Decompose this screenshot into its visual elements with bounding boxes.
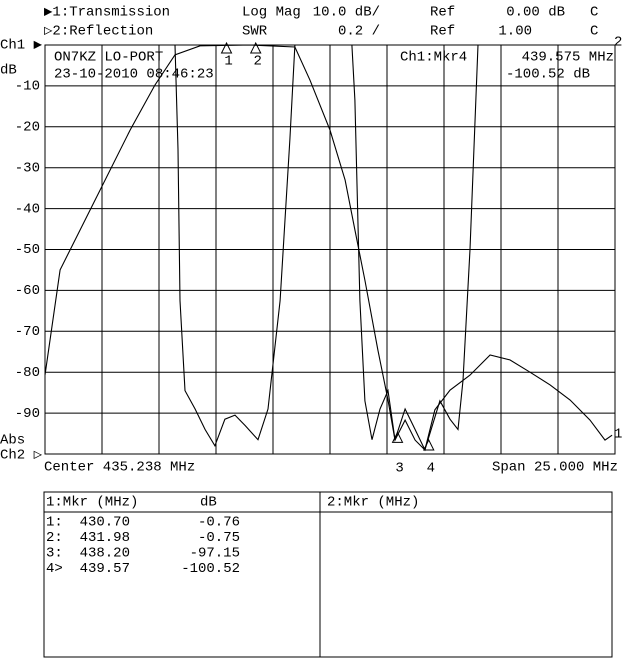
ch2-flag: C — [590, 24, 598, 40]
trace1-end: 1 — [614, 427, 622, 443]
center-freq: Center 435.238 MHz — [44, 460, 195, 476]
marker-triangle — [220, 41, 233, 54]
marker-triangle — [391, 431, 404, 443]
marker-label: 3 — [395, 461, 403, 477]
ch1-label: ▶1:Transmission — [44, 5, 170, 21]
y-tick-label: -80 — [15, 365, 40, 381]
table-cell: 438.20 — [80, 546, 130, 562]
marker-freq: 439.575 MHz — [522, 50, 614, 66]
trace2-end: 2 — [614, 35, 622, 51]
marker-triangle — [249, 41, 262, 54]
span: Span 25.000 MHz — [492, 460, 618, 476]
marker-table-frame — [43, 491, 613, 658]
table-cell: 431.98 — [80, 530, 130, 546]
table-cell: -0.75 — [198, 530, 240, 546]
ch1-ref-marker: Ch1 ▶ — [0, 38, 43, 54]
abs-label: Abs — [0, 433, 25, 449]
marker-label: 2 — [254, 54, 262, 70]
table-cell: 1: — [46, 515, 63, 531]
ch2-scale: 0.2 / — [338, 24, 380, 40]
y-tick-label: -60 — [15, 283, 40, 299]
ch1-ref: 0.00 dB — [506, 5, 565, 21]
table-cell: 3: — [46, 546, 63, 562]
table-cell: -97.15 — [190, 546, 240, 562]
trace — [174, 44, 615, 452]
ch2-label: ▷2:Reflection — [44, 24, 153, 40]
ch2-ref: 1.00 — [498, 24, 532, 40]
y-tick-label: -10 — [15, 79, 40, 95]
ch1-format: Log Mag — [242, 5, 301, 21]
y-tick-label: -30 — [15, 160, 40, 176]
table-cell: 2: — [46, 530, 63, 546]
ch2-ref-marker: Ch2 ▷ — [0, 448, 43, 464]
y-tick-label: -40 — [15, 201, 40, 217]
y-tick-label: -90 — [15, 406, 40, 422]
table-cell: -100.52 — [181, 561, 240, 577]
table-cell: -0.76 — [198, 515, 240, 531]
marker-label: 4 — [427, 461, 435, 477]
table-header: 1:Mkr (MHz) — [46, 495, 138, 511]
ch1-ref-label: Ref — [430, 5, 455, 21]
ch1-flag: C — [590, 5, 598, 21]
ch1-scale: 10.0 dB/ — [313, 5, 380, 21]
y-tick-label: -20 — [15, 120, 40, 136]
marker-triangle — [422, 438, 435, 451]
ch2-ref-label: Ref — [430, 24, 455, 40]
table-cell: 439.57 — [80, 561, 130, 577]
ch2-format: SWR — [242, 24, 268, 40]
marker-title: Ch1:Mkr4 — [400, 50, 467, 66]
table-cell: 4> — [46, 561, 63, 577]
table-header: 2:Mkr (MHz) — [327, 495, 419, 511]
marker-value: -100.52 dB — [506, 67, 590, 83]
marker-label: 1 — [224, 54, 232, 70]
table-cell: 430.70 — [80, 515, 130, 531]
y-unit: dB — [0, 63, 17, 79]
y-tick-label: -50 — [15, 242, 40, 258]
table-header: dB — [200, 495, 217, 511]
station: ON7KZ LO-PORT — [54, 50, 163, 66]
y-tick-label: -70 — [15, 324, 40, 340]
timestamp: 23-10-2010 08:46:23 — [54, 67, 214, 83]
